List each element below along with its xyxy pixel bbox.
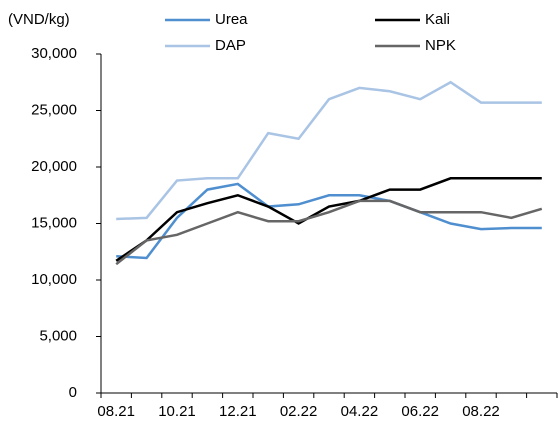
y-tick-label: 25,000 bbox=[31, 101, 77, 118]
x-tick-label: 06.22 bbox=[401, 403, 439, 420]
y-tick-label: 10,000 bbox=[31, 271, 77, 288]
x-tick-label: 08.22 bbox=[462, 403, 500, 420]
y-tick-label: 20,000 bbox=[31, 158, 77, 175]
legend-label: NPK bbox=[425, 37, 456, 54]
y-axis-label: (VND/kg) bbox=[8, 11, 70, 28]
line-series bbox=[115, 199, 543, 266]
line-series bbox=[116, 80, 542, 221]
legend-label: Kali bbox=[425, 11, 450, 28]
x-tick-label: 08.21 bbox=[97, 403, 135, 420]
legend-label: Urea bbox=[215, 11, 248, 28]
y-tick-label: 0 bbox=[69, 384, 77, 401]
x-tick-label: 04.22 bbox=[341, 403, 379, 420]
line-series bbox=[116, 182, 542, 260]
line-series bbox=[115, 177, 542, 262]
x-tick-label: 10.21 bbox=[158, 403, 196, 420]
y-tick-label: 15,000 bbox=[31, 214, 77, 231]
y-tick-label: 30,000 bbox=[31, 45, 77, 62]
x-tick-label: 02.22 bbox=[280, 403, 318, 420]
y-tick-label: 5,000 bbox=[39, 327, 77, 344]
legend-label: DAP bbox=[215, 37, 246, 54]
x-tick-label: 12.21 bbox=[219, 403, 257, 420]
